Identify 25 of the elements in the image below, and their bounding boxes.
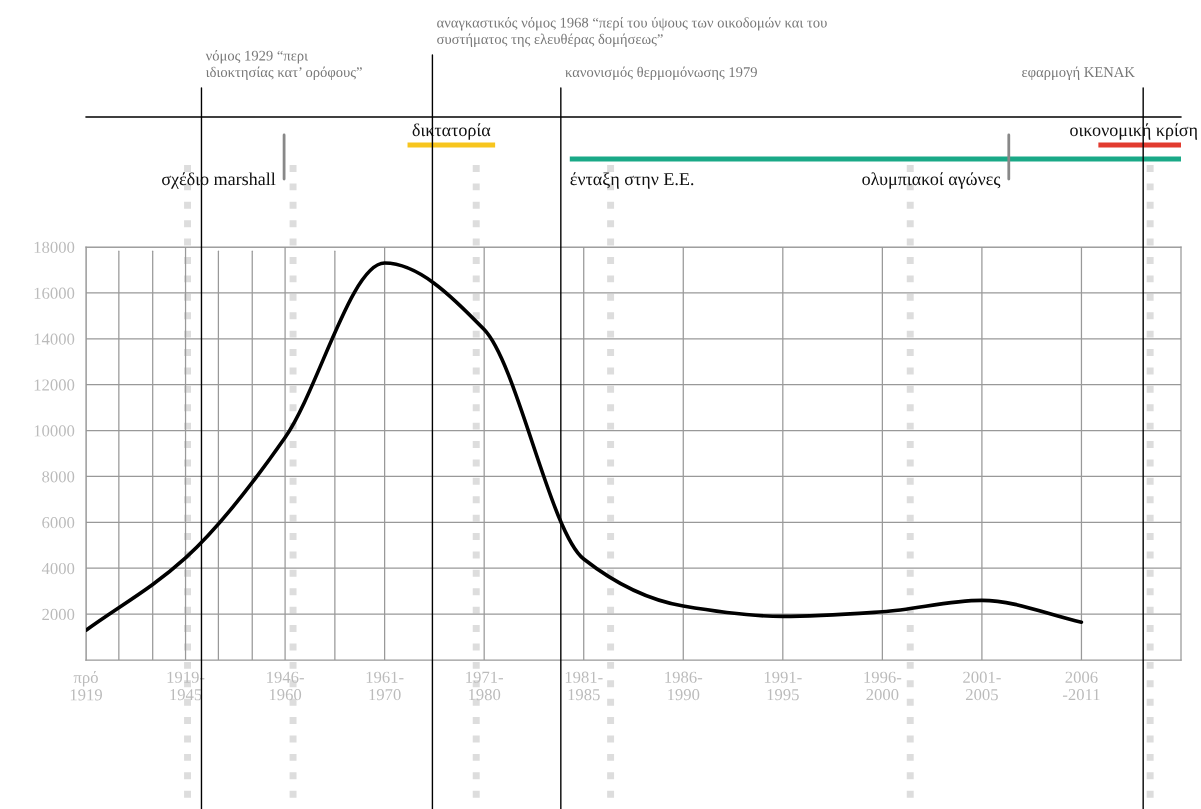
x-tick-label: 1991- 1995 [764,671,802,701]
y-tick-label: 8000 [42,471,75,483]
x-tick-label: 1986- 1990 [665,671,703,701]
y-tick-label: 14000 [34,333,75,345]
text: κανονισμός θερμομόνωσης 1979 [565,66,757,80]
x-tick-label: 1971- 1980 [466,671,504,701]
y-tick-label: 2000 [42,608,75,621]
y-tick-label: 10000 [34,425,75,437]
x-tick-label: 1946- 1960 [267,671,304,701]
text: αναγκαστικός νόμος 1968 “περί του ύψους των οικοδομών και του συστήματος της ελευθέρας δομήσεως” [437,17,827,47]
x-tick-label: πρό 1919 [70,671,102,701]
x-tick-label: 1981- 1985 [565,671,603,701]
x-tick-label: 2001- 2005 [963,671,1001,701]
x-tick-label: 1961- 1970 [366,671,404,701]
text: νόμος 1929 “περι ιδιοκτησίας κατ’ ορόφους” [205,50,362,80]
y-tick-label: 6000 [42,517,75,529]
y-tick-label: 4000 [41,562,75,575]
text: ολυμπιακοί αγώνες [862,172,1001,189]
y-tick-label: 16000 [34,287,75,299]
text: εφαρμογή ΚΕΝΑΚ [1022,66,1135,80]
x-tick-label: 2006 -2011 [1062,671,1100,701]
text: ένταξη στην Ε.Ε. [570,172,694,189]
y-tick-label: 12000 [34,379,75,391]
y-tick-label: 18000 [34,241,75,253]
x-tick-label: 1996- 2000 [864,671,902,701]
